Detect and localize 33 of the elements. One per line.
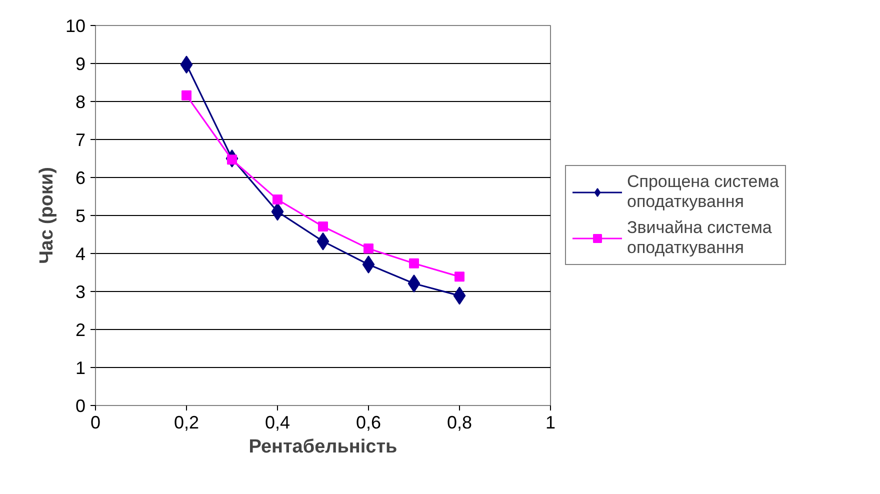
y-tick-label: 6 bbox=[75, 168, 86, 188]
x-axis-title: Рентабельність bbox=[248, 436, 398, 458]
x-tick-label: 0,2 bbox=[174, 412, 200, 432]
legend-label: Спрощена система оподаткування bbox=[627, 172, 779, 212]
y-tick-label: 4 bbox=[75, 244, 86, 264]
y-tick-label: 1 bbox=[75, 358, 86, 378]
y-tick-label: 9 bbox=[75, 54, 86, 74]
point bbox=[182, 90, 192, 100]
legend-label: Звичайна система оподаткування bbox=[627, 218, 772, 258]
point bbox=[409, 258, 419, 268]
point bbox=[362, 256, 375, 274]
x-tick-label: 0,8 bbox=[446, 412, 472, 432]
point bbox=[316, 232, 330, 250]
point bbox=[408, 274, 420, 293]
point bbox=[364, 244, 374, 254]
y-tick-label: 7 bbox=[75, 130, 86, 150]
x-tick-label: 0,6 bbox=[356, 412, 382, 432]
x-tick-label: 0 bbox=[90, 412, 101, 432]
point bbox=[318, 222, 328, 232]
y-tick-label: 5 bbox=[75, 206, 86, 226]
x-tick-label: 0,4 bbox=[264, 412, 290, 432]
point bbox=[454, 272, 464, 282]
y-tick-label: 0 bbox=[75, 396, 86, 416]
y-axis-title: Час (роки) bbox=[36, 167, 58, 264]
y-tick-label: 8 bbox=[75, 92, 86, 112]
point bbox=[271, 202, 284, 221]
point bbox=[453, 286, 466, 305]
y-tick-label: 2 bbox=[75, 320, 86, 340]
y-tick-label: 3 bbox=[75, 282, 86, 302]
y-tick-label: 10 bbox=[65, 16, 86, 36]
point bbox=[180, 56, 193, 74]
point bbox=[272, 194, 282, 205]
x-tick-label: 1 bbox=[545, 412, 556, 432]
